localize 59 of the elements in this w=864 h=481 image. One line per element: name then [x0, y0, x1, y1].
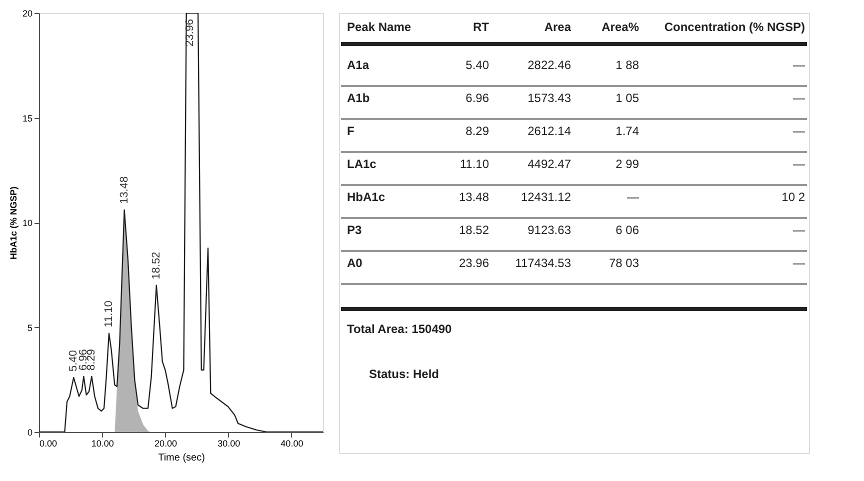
text: A1b [347, 91, 370, 105]
text: 18.52 [458, 223, 490, 237]
x-tick-label: 40.00 [280, 438, 304, 448]
text: 13.48 [458, 190, 490, 204]
text: HbA1c [347, 190, 386, 204]
text: 5.40 [466, 58, 490, 72]
text: 4492.47 [528, 157, 572, 171]
x-tick-label: 30.00 [218, 438, 240, 448]
text: 1573.43 [528, 91, 572, 105]
text: A1a [347, 58, 370, 72]
text: Area% [602, 20, 640, 34]
text: 78 03 [608, 256, 640, 270]
text: Peak Name [347, 20, 412, 34]
text: RT [473, 20, 490, 34]
y-tick-label: 0 [27, 428, 32, 438]
text: 1 88 [616, 58, 640, 72]
text: 1.74 [616, 124, 640, 138]
text: 11.10 [460, 157, 490, 171]
y-tick-label: 10 [22, 218, 32, 228]
text: — [793, 256, 805, 270]
y-axis-title: HbA1c (% NGSP) [8, 186, 18, 260]
y-tick-label: 15 [22, 113, 32, 124]
text: 10 2 [782, 190, 806, 204]
text: — [793, 157, 805, 171]
text: 8.29 [466, 124, 490, 138]
text: — [793, 223, 805, 237]
text: A0 [347, 256, 363, 270]
text: P3 [347, 223, 362, 237]
text: 23.96 [458, 256, 490, 270]
annotation: 18.52 [150, 252, 162, 280]
text: Status: Held [369, 367, 440, 381]
text: — [793, 124, 805, 138]
annotation: 5.40 [68, 350, 80, 372]
text: 2 99 [616, 157, 640, 171]
y-tick-label: 5 [27, 322, 32, 333]
text: 9123.63 [528, 223, 572, 237]
x-tick-label: 0.00 [40, 438, 58, 448]
text: 6.96 [466, 91, 490, 105]
x-tick-label: 10.00 [91, 438, 114, 448]
text: 6 06 [616, 223, 640, 237]
text: — [793, 91, 805, 105]
text: Concentration (% NGSP) [664, 20, 806, 34]
text: — [793, 58, 805, 72]
text: — [627, 190, 639, 204]
text: F [347, 124, 354, 138]
annotation: 11.10 [102, 300, 115, 328]
text: 2612.14 [528, 124, 572, 138]
y-tick-label: 20 [22, 8, 32, 18]
text: Area [544, 20, 572, 34]
text: 2822.46 [528, 58, 572, 72]
x-axis-title: Time (sec) [158, 452, 205, 464]
text: 12431.12 [520, 190, 572, 204]
annotation: 23.96 [184, 19, 196, 47]
x-tick-label: 20.00 [154, 438, 177, 448]
text: Total Area: 150490 [347, 322, 452, 336]
annotation: 13.48 [118, 176, 130, 204]
text: LA1c [347, 157, 377, 171]
text: 1 05 [616, 91, 640, 105]
text: 117434.53 [515, 256, 572, 270]
